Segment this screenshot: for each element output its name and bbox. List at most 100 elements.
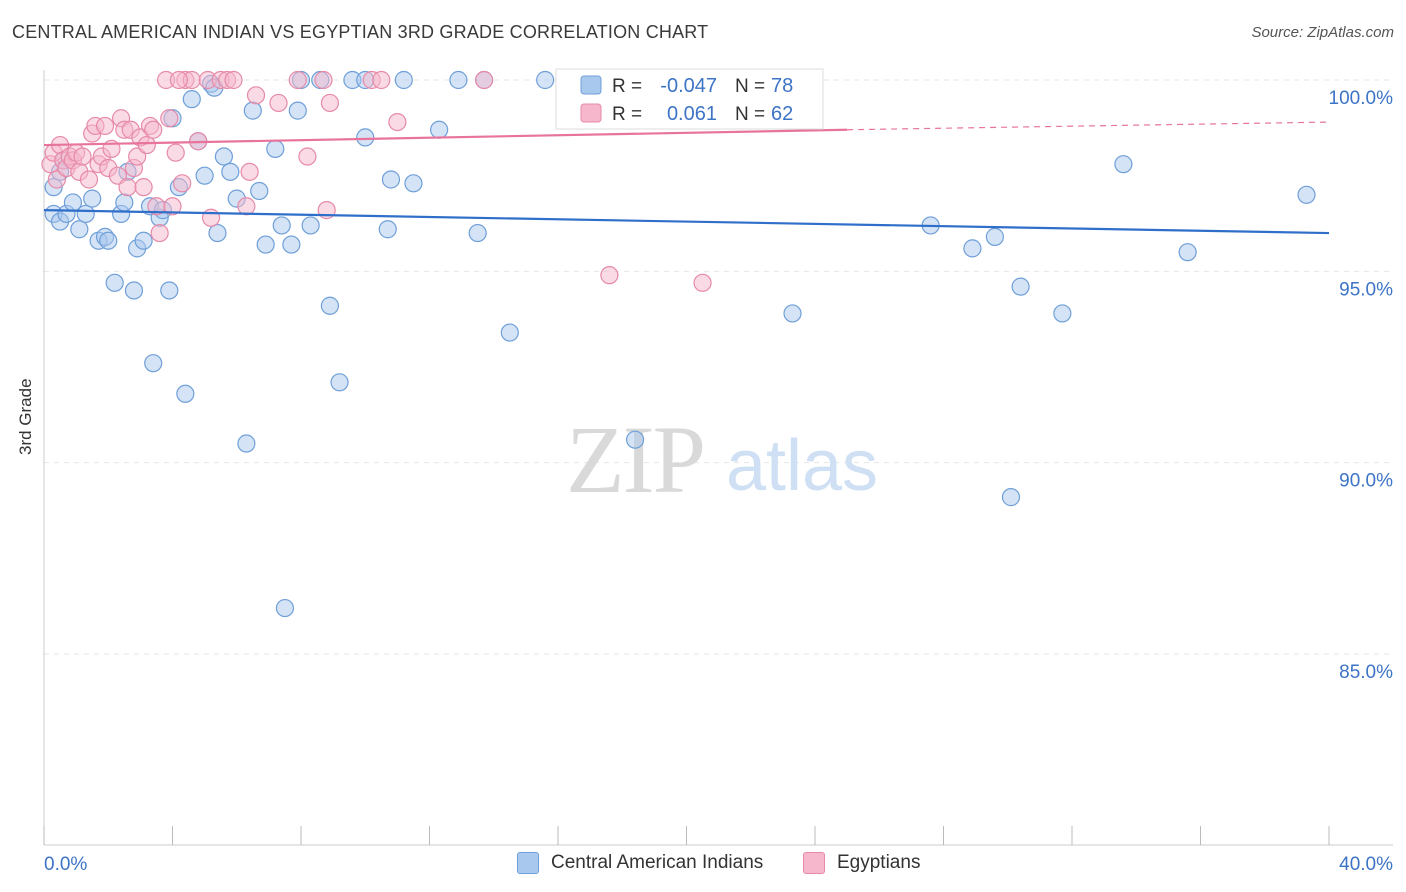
y-tick-label: 95.0%	[1339, 279, 1393, 300]
data-point	[79, 170, 99, 189]
legend-swatch-central-american-indians	[517, 852, 539, 874]
data-point	[449, 70, 468, 90]
x-tick-label-right: 40.0%	[1339, 854, 1393, 875]
data-point	[381, 170, 401, 189]
data-point	[83, 189, 102, 208]
data-point	[237, 434, 256, 453]
data-point	[693, 273, 712, 292]
data-point	[301, 216, 320, 235]
legend-swatch-egyptians	[803, 852, 825, 874]
data-point	[288, 70, 307, 90]
legend-item-central-american-indians[interactable]: Central American Indians	[517, 852, 763, 874]
data-point	[134, 231, 153, 250]
chart-title: CENTRAL AMERICAN INDIAN VS EGYPTIAN 3RD …	[12, 22, 709, 42]
trend-line-egyptians	[43, 128, 848, 147]
axes	[43, 70, 1393, 846]
legend-n-value-2: 62	[771, 103, 793, 125]
data-point	[388, 112, 407, 132]
data-point	[783, 304, 802, 323]
legend-swatch-blue	[580, 75, 602, 95]
legend-swatch-pink	[580, 103, 602, 123]
series-central-american-indians	[44, 70, 1316, 618]
data-point	[330, 373, 349, 392]
data-point	[237, 197, 256, 216]
data-point	[76, 204, 95, 224]
data-point	[1178, 243, 1197, 262]
data-point	[320, 93, 340, 113]
data-point	[124, 281, 144, 300]
data-point	[224, 70, 243, 90]
trend-lines	[43, 121, 1330, 235]
y-tick-label: 85.0%	[1339, 662, 1393, 683]
legend-label-egyptians: Egyptians	[837, 852, 921, 873]
data-point	[1011, 277, 1030, 296]
data-point	[160, 109, 179, 128]
data-point	[73, 147, 92, 166]
data-point	[1053, 304, 1072, 323]
y-tick-label: 100.0%	[1329, 88, 1394, 109]
data-point	[468, 223, 487, 243]
legend-label-central-american-indians: Central American Indians	[551, 852, 764, 873]
data-point	[430, 120, 449, 139]
data-point	[208, 223, 227, 243]
trend-line-egyptians-extension	[847, 121, 1330, 131]
data-point	[356, 128, 375, 147]
data-point	[600, 266, 619, 285]
legend-r-label-2: R =	[612, 104, 642, 125]
trend-line-central-american-indians	[43, 209, 1330, 235]
data-point	[275, 598, 295, 618]
legend-item-egyptians[interactable]: Egyptians	[803, 852, 920, 874]
data-point	[404, 174, 423, 193]
data-point	[173, 174, 192, 193]
data-point	[256, 235, 275, 254]
watermark-zip: ZIP	[566, 406, 704, 513]
data-point	[105, 273, 124, 292]
data-point	[536, 70, 555, 90]
data-point	[221, 162, 240, 181]
data-point	[625, 430, 645, 449]
data-point	[240, 162, 259, 181]
y-tick-labels: 100.0% 95.0% 90.0% 85.0%	[1329, 88, 1394, 683]
data-point	[99, 231, 118, 250]
y-tick-label: 90.0%	[1339, 471, 1393, 492]
data-point	[985, 227, 1005, 246]
data-point	[201, 208, 221, 227]
data-point	[182, 90, 201, 109]
data-point	[160, 281, 179, 300]
legend-n-label-2: N =	[735, 104, 765, 125]
data-point	[243, 101, 262, 120]
data-point	[144, 120, 163, 139]
data-point	[214, 147, 233, 166]
watermark: ZIP atlas	[566, 406, 878, 513]
data-point	[320, 296, 340, 315]
data-point	[378, 220, 397, 239]
series-legend: Central American Indians Egyptians	[0, 850, 1406, 880]
watermark-atlas: atlas	[726, 426, 878, 506]
data-point	[272, 216, 291, 235]
legend-r-value-2: 0.061	[667, 103, 717, 125]
data-point	[282, 235, 301, 254]
stats-legend: R = -0.047 N = 78 R = 0.061 N = 62	[555, 68, 824, 130]
x-tick-label-left: 0.0%	[44, 854, 87, 875]
data-point	[134, 178, 153, 197]
data-point	[372, 70, 391, 90]
data-point	[250, 181, 269, 201]
data-point	[1114, 155, 1133, 174]
legend-n-label-1: N =	[735, 76, 765, 97]
data-point	[475, 70, 494, 90]
data-point	[137, 135, 156, 155]
data-point	[195, 166, 214, 185]
data-point	[266, 139, 285, 158]
data-point	[314, 70, 333, 90]
data-point	[1297, 185, 1316, 204]
data-point	[118, 178, 137, 197]
data-point	[394, 70, 413, 90]
data-point	[298, 147, 317, 166]
legend-r-value-1: -0.047	[660, 75, 717, 97]
data-point	[166, 143, 185, 162]
data-point	[95, 116, 115, 136]
data-point	[150, 223, 169, 243]
data-point	[176, 384, 195, 403]
data-point	[144, 354, 163, 373]
